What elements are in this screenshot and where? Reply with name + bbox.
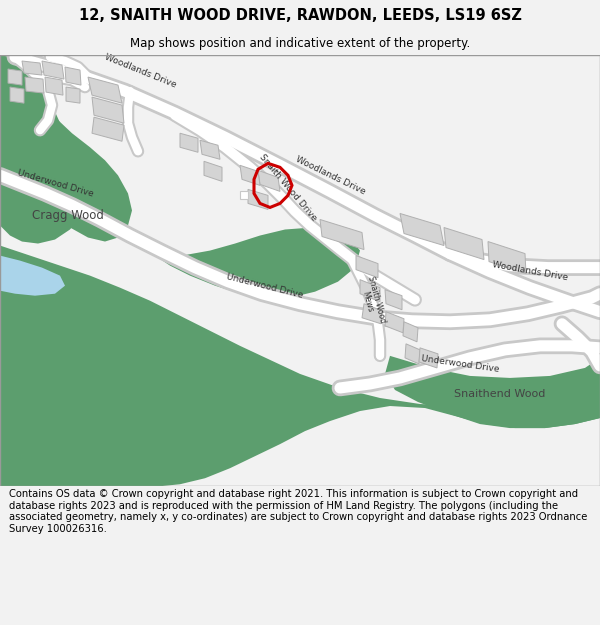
Polygon shape [419,348,438,368]
Polygon shape [88,77,122,103]
Text: Snaith Wood Drive: Snaith Wood Drive [257,152,319,222]
Polygon shape [0,55,5,70]
Polygon shape [45,77,63,95]
Polygon shape [385,289,402,310]
Polygon shape [0,55,132,241]
Text: Cragg Wood: Cragg Wood [32,209,104,222]
Polygon shape [488,241,526,274]
Polygon shape [0,246,600,486]
Polygon shape [385,312,404,332]
Text: Snaith Wood
Mews: Snaith Wood Mews [356,275,388,326]
Polygon shape [240,191,248,199]
Polygon shape [362,304,382,324]
Polygon shape [0,55,68,226]
Polygon shape [0,55,52,214]
Text: 12, SNAITH WOOD DRIVE, RAWDON, LEEDS, LS19 6SZ: 12, SNAITH WOOD DRIVE, RAWDON, LEEDS, LS… [79,8,521,23]
Text: Underwood Drive: Underwood Drive [226,272,304,299]
Text: Underwood Drive: Underwood Drive [16,168,94,199]
Polygon shape [66,87,80,103]
Polygon shape [92,97,124,123]
Polygon shape [10,87,24,103]
Polygon shape [155,228,360,298]
Polygon shape [0,256,65,296]
Polygon shape [248,189,268,209]
Text: Underwood Drive: Underwood Drive [421,354,500,374]
Polygon shape [204,161,222,181]
Text: Woodlands Drive: Woodlands Drive [103,52,177,89]
Polygon shape [385,356,600,428]
Text: Woodlands Drive: Woodlands Drive [491,261,568,282]
Polygon shape [180,133,198,152]
Text: Contains OS data © Crown copyright and database right 2021. This information is : Contains OS data © Crown copyright and d… [9,489,587,534]
Polygon shape [240,166,260,186]
Polygon shape [0,55,18,87]
Polygon shape [444,228,484,259]
Text: Snaithend Wood: Snaithend Wood [454,389,545,399]
Polygon shape [8,69,22,85]
Polygon shape [65,67,81,85]
Polygon shape [0,55,88,244]
Polygon shape [42,61,64,79]
Polygon shape [400,214,444,246]
Polygon shape [360,279,380,302]
Polygon shape [22,61,42,75]
Polygon shape [25,77,44,93]
Polygon shape [320,219,364,249]
Polygon shape [258,171,280,191]
Text: Map shows position and indicative extent of the property.: Map shows position and indicative extent… [130,38,470,51]
Polygon shape [356,256,378,278]
Polygon shape [403,322,418,342]
Polygon shape [92,117,124,141]
Polygon shape [405,344,420,364]
Text: Woodlands Drive: Woodlands Drive [293,154,367,196]
Polygon shape [200,140,220,159]
